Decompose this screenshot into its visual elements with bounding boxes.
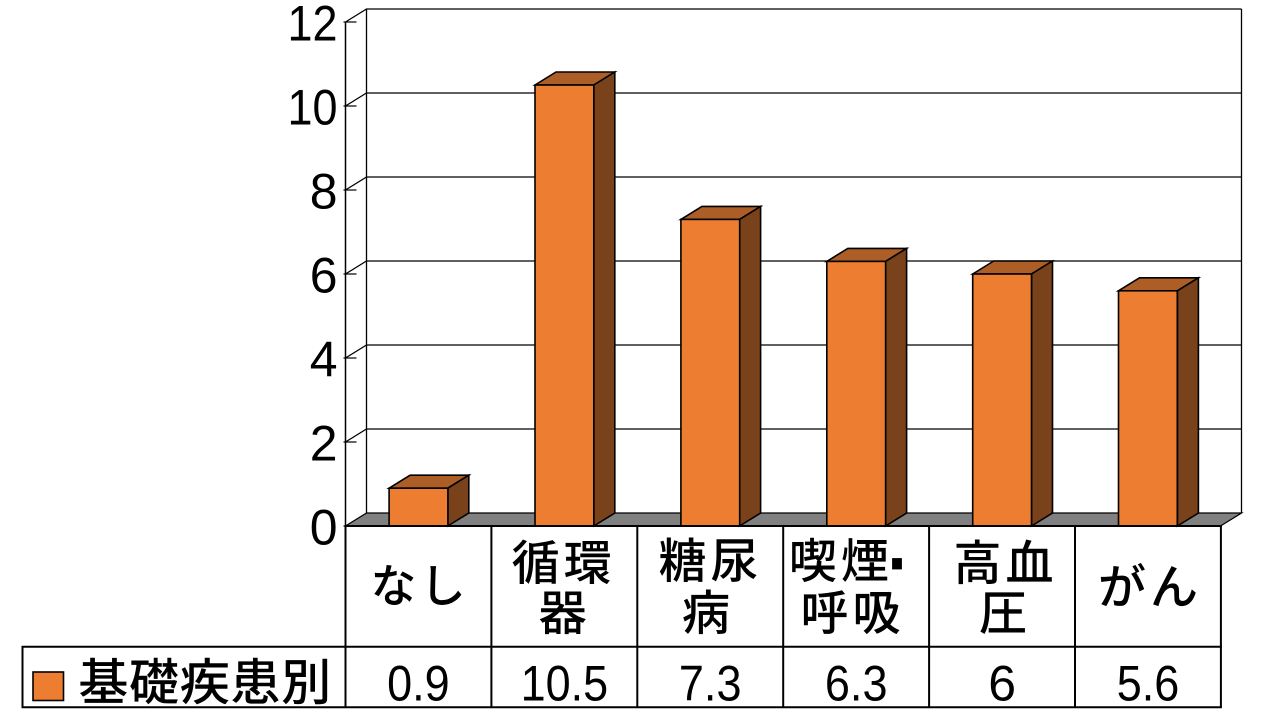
svg-text:4: 4 xyxy=(310,331,338,387)
svg-text:8: 8 xyxy=(310,163,338,219)
svg-text:10: 10 xyxy=(288,79,338,135)
svg-text:6: 6 xyxy=(310,247,338,303)
svg-text:12: 12 xyxy=(288,0,338,51)
svg-text:5.6: 5.6 xyxy=(1117,655,1180,711)
svg-text:6: 6 xyxy=(988,655,1016,711)
svg-text:6.3: 6.3 xyxy=(825,655,888,711)
svg-text:2: 2 xyxy=(310,415,338,471)
svg-text:10.5: 10.5 xyxy=(521,655,609,711)
svg-text:0: 0 xyxy=(310,499,338,555)
svg-text:0.9: 0.9 xyxy=(387,655,450,711)
svg-text:7.3: 7.3 xyxy=(679,655,742,711)
